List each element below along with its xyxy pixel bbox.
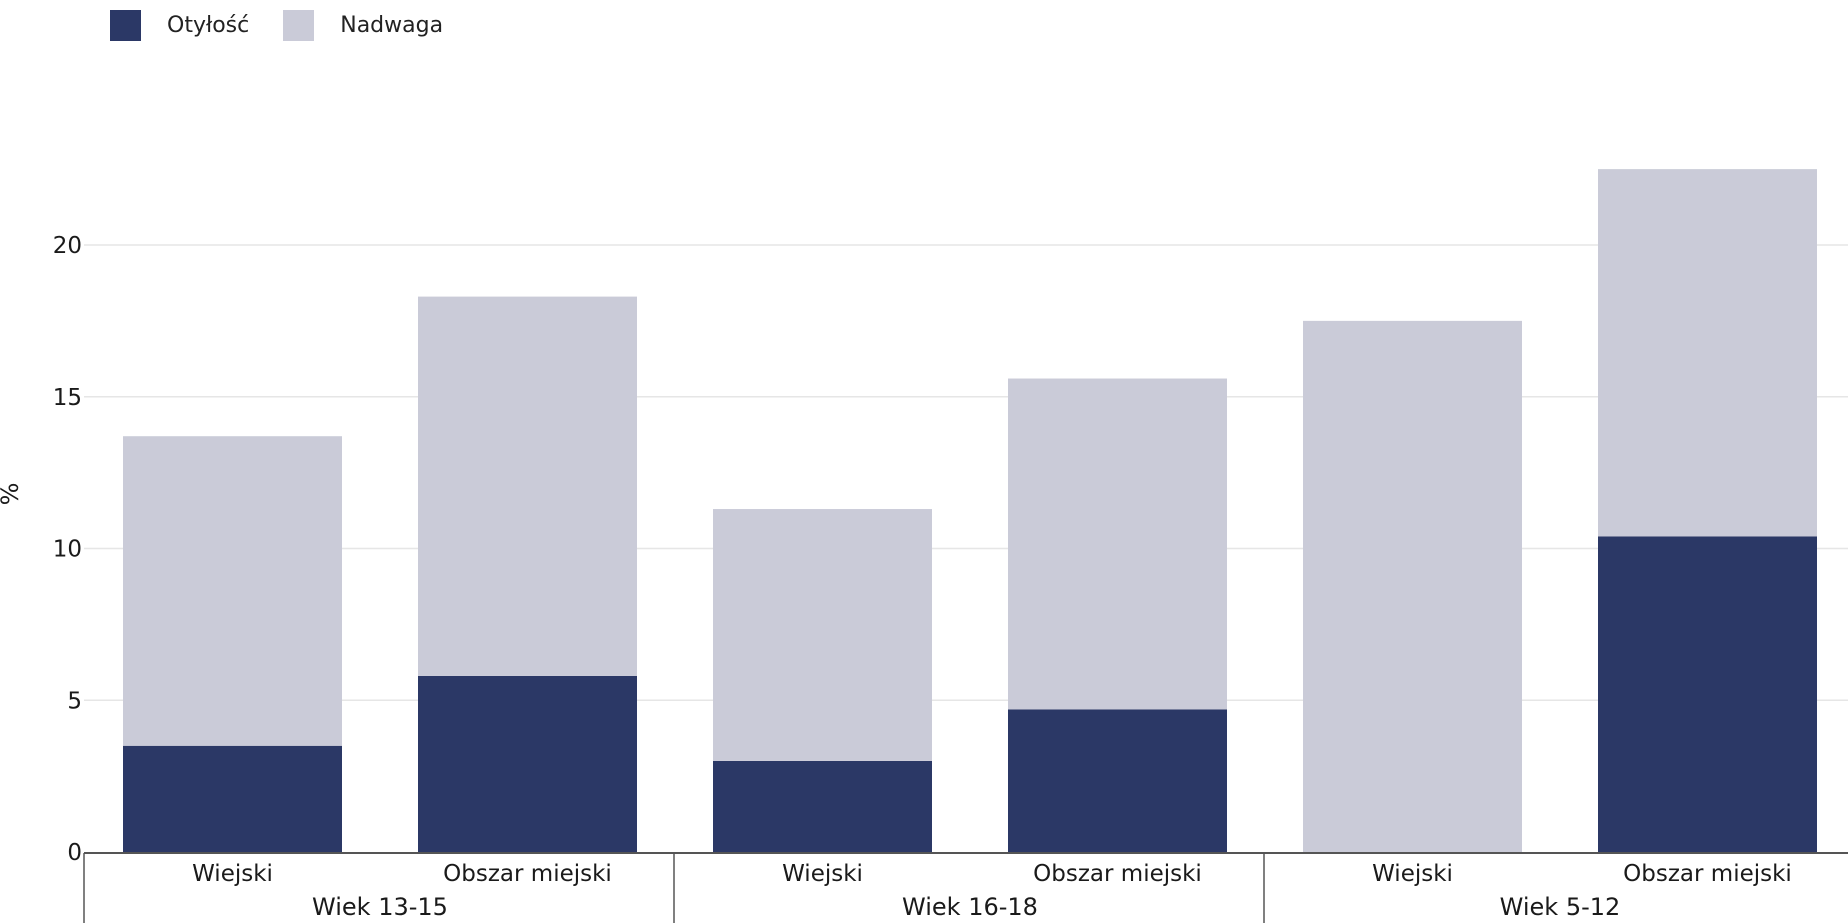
- y-tick-label: 15: [53, 385, 82, 411]
- legend-swatch-nadwaga: [283, 10, 315, 41]
- legend: Otyłość Nadwaga: [110, 10, 477, 41]
- bar-segment-nadwaga: [1303, 320, 1522, 852]
- y-tick-label: 0: [67, 840, 82, 866]
- y-tick-label: 5: [67, 688, 82, 714]
- y-axis: 0 5 10 15 20: [53, 233, 82, 866]
- bar-segment-otylosc: [123, 745, 342, 852]
- y-tick-label: 10: [53, 537, 82, 563]
- group-label: Wiek 13-15: [312, 893, 448, 921]
- group-label: Wiek 16-18: [902, 893, 1038, 921]
- bar-segment-otylosc: [1598, 536, 1817, 852]
- bars: [123, 169, 1817, 852]
- legend-label-otylosc: Otyłość: [167, 13, 250, 38]
- grid-lines: [84, 244, 1848, 701]
- bar-segment-otylosc: [418, 675, 637, 852]
- x-tick-label: Wiejski: [782, 861, 863, 887]
- bar-segment-nadwaga: [713, 509, 932, 761]
- bar-segment-nadwaga: [418, 296, 637, 676]
- x-tick-label: Obszar miejski: [1033, 861, 1202, 887]
- bar-segment-nadwaga: [1598, 169, 1817, 537]
- bar-segment-otylosc: [713, 760, 932, 852]
- y-axis-label: %: [0, 483, 24, 506]
- legend-item-otylosc[interactable]: Otyłość: [110, 10, 249, 41]
- x-tick-label: Wiejski: [192, 861, 273, 887]
- bar-segment-nadwaga: [123, 436, 342, 746]
- legend-item-nadwaga[interactable]: Nadwaga: [283, 10, 443, 41]
- legend-swatch-otylosc: [110, 10, 141, 41]
- x-axis: Wiejski Obszar miejski Wiek 13-15 Wiejski Ob…: [83, 852, 1848, 923]
- bar-segment-nadwaga: [1008, 378, 1227, 710]
- x-tick-label: Wiejski: [1372, 861, 1453, 887]
- legend-label-nadwaga: Nadwaga: [340, 13, 444, 38]
- x-tick-label: Obszar miejski: [443, 861, 612, 887]
- x-tick-label: Obszar miejski: [1623, 861, 1792, 887]
- group-label: Wiek 5-12: [1500, 893, 1621, 921]
- bar-segment-otylosc: [1008, 709, 1227, 852]
- y-tick-label: 20: [53, 233, 82, 259]
